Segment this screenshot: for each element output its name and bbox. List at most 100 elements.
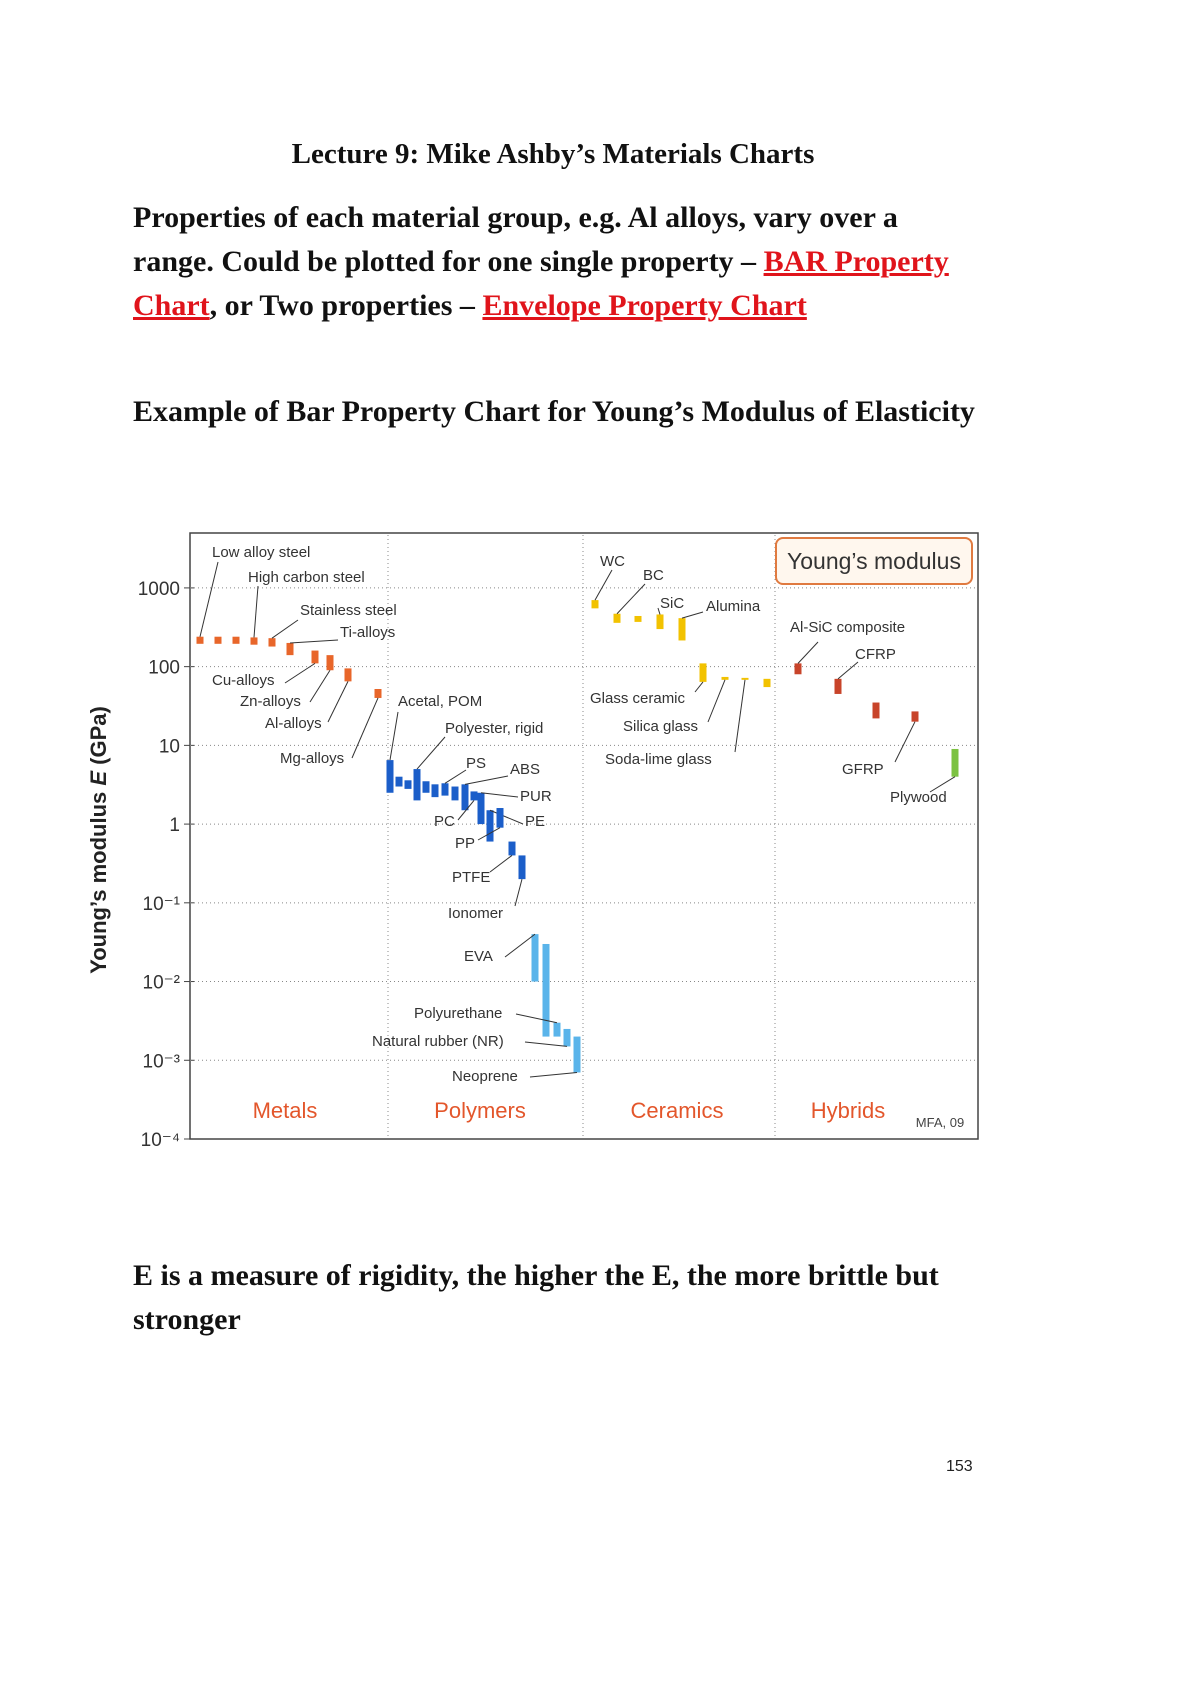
link: Envelope Property Chart <box>482 289 807 322</box>
bar-label: Polyester, rigid <box>445 720 543 737</box>
bar <box>656 614 664 630</box>
bar <box>496 808 504 828</box>
intro-text: Properties of each material group, e.g. … <box>133 201 898 278</box>
bar <box>196 636 204 644</box>
bar <box>470 791 478 801</box>
leader-line <box>477 827 501 841</box>
title: Lecture 9: Mike Ashby’s Materials Charts <box>291 138 815 170</box>
bar <box>386 760 394 793</box>
leader-line <box>594 569 613 601</box>
leader-line <box>504 933 536 958</box>
link: BAR Property Chart <box>133 245 949 322</box>
bar <box>344 668 352 682</box>
bar-label: Mg-alloys <box>280 750 344 767</box>
y-tick-label: 10⁻³ <box>143 1051 181 1072</box>
leader-line <box>199 561 219 637</box>
bar-label: Silica glass <box>623 718 698 735</box>
bar <box>232 636 240 644</box>
bar-label: Ti-alloys <box>340 624 395 641</box>
leader-line <box>681 611 704 619</box>
caption: Example of Bar Property Chart for Young’… <box>133 395 975 428</box>
bar <box>911 711 919 722</box>
bar <box>573 1036 581 1073</box>
bar-label: Alumina <box>706 598 761 615</box>
leader-line <box>489 855 513 873</box>
bar-label: PE <box>525 813 545 830</box>
bar-label: PS <box>466 755 486 772</box>
bar-label: Polyurethane <box>414 1005 502 1022</box>
y-tick-label: 10⁻⁴ <box>141 1130 180 1151</box>
bar <box>563 1028 571 1047</box>
leader-line <box>489 809 524 825</box>
bar <box>441 783 449 796</box>
intro: Properties of each material group, e.g. … <box>133 196 978 328</box>
bar-label: Zn-alloys <box>240 693 301 710</box>
bar <box>508 841 516 856</box>
leader-line <box>894 721 916 763</box>
bar <box>518 855 526 880</box>
bar <box>531 934 539 982</box>
bar <box>214 636 222 644</box>
leader-line <box>351 697 379 759</box>
bar <box>250 637 258 645</box>
bar-label: PC <box>434 813 455 830</box>
bar <box>374 688 382 698</box>
bar <box>461 784 469 811</box>
leader-line <box>457 800 475 821</box>
page-number: 153 <box>946 1458 973 1475</box>
leader-line <box>616 583 646 615</box>
bar-label: EVA <box>464 948 493 965</box>
bar-label: Al-alloys <box>265 715 322 732</box>
plot-frame <box>189 532 979 1140</box>
group-label: Ceramics <box>631 1098 724 1123</box>
bar-label: SiC <box>660 595 684 612</box>
bar-label: Plywood <box>890 789 947 806</box>
bar <box>613 613 621 623</box>
bar <box>431 784 439 798</box>
leader-line <box>416 736 446 770</box>
bar <box>404 780 412 789</box>
bar <box>542 943 550 1037</box>
bar <box>634 615 642 622</box>
leader-line <box>284 662 316 684</box>
leader-line <box>837 661 859 680</box>
group-label: Metals <box>253 1098 318 1123</box>
y-axis-title-part: E <box>86 770 111 786</box>
leader-line <box>444 769 467 784</box>
y-tick-label: 100 <box>148 658 180 679</box>
y-tick-label: 1 <box>169 815 180 836</box>
bar-label: Cu-alloys <box>212 672 275 689</box>
leader-line <box>694 681 704 693</box>
leader-line <box>389 711 399 761</box>
bar <box>872 702 880 719</box>
bar-label: BC <box>643 567 664 584</box>
bar <box>951 748 959 777</box>
leader-line <box>707 679 726 723</box>
leader-line <box>529 1071 578 1078</box>
bar <box>413 769 421 801</box>
bar <box>741 677 749 680</box>
leader-line <box>524 1041 568 1047</box>
y-axis-title: Young’s modulus E (GPa) <box>86 706 111 974</box>
bar <box>311 650 319 664</box>
leader-line <box>327 681 349 723</box>
leader-line <box>480 792 519 798</box>
leader-line <box>289 639 339 644</box>
y-tick-label: 10⁻² <box>143 973 181 994</box>
group-label: Hybrids <box>811 1098 886 1123</box>
y-tick-label: 10⁻¹ <box>143 894 181 915</box>
leader-line <box>464 775 509 785</box>
bar-label: Soda-lime glass <box>605 751 712 768</box>
bar-label: PUR <box>520 788 552 805</box>
leader-line <box>657 607 661 615</box>
bar-label: Natural rubber (NR) <box>372 1033 504 1050</box>
bar <box>794 663 802 675</box>
bar <box>486 810 494 842</box>
bar <box>721 676 729 680</box>
y-tick-label: 1000 <box>138 579 180 600</box>
bar-label: Neoprene <box>452 1068 518 1085</box>
bar <box>268 638 276 647</box>
bar <box>591 600 599 609</box>
bar-label: Al-SiC composite <box>790 619 905 636</box>
